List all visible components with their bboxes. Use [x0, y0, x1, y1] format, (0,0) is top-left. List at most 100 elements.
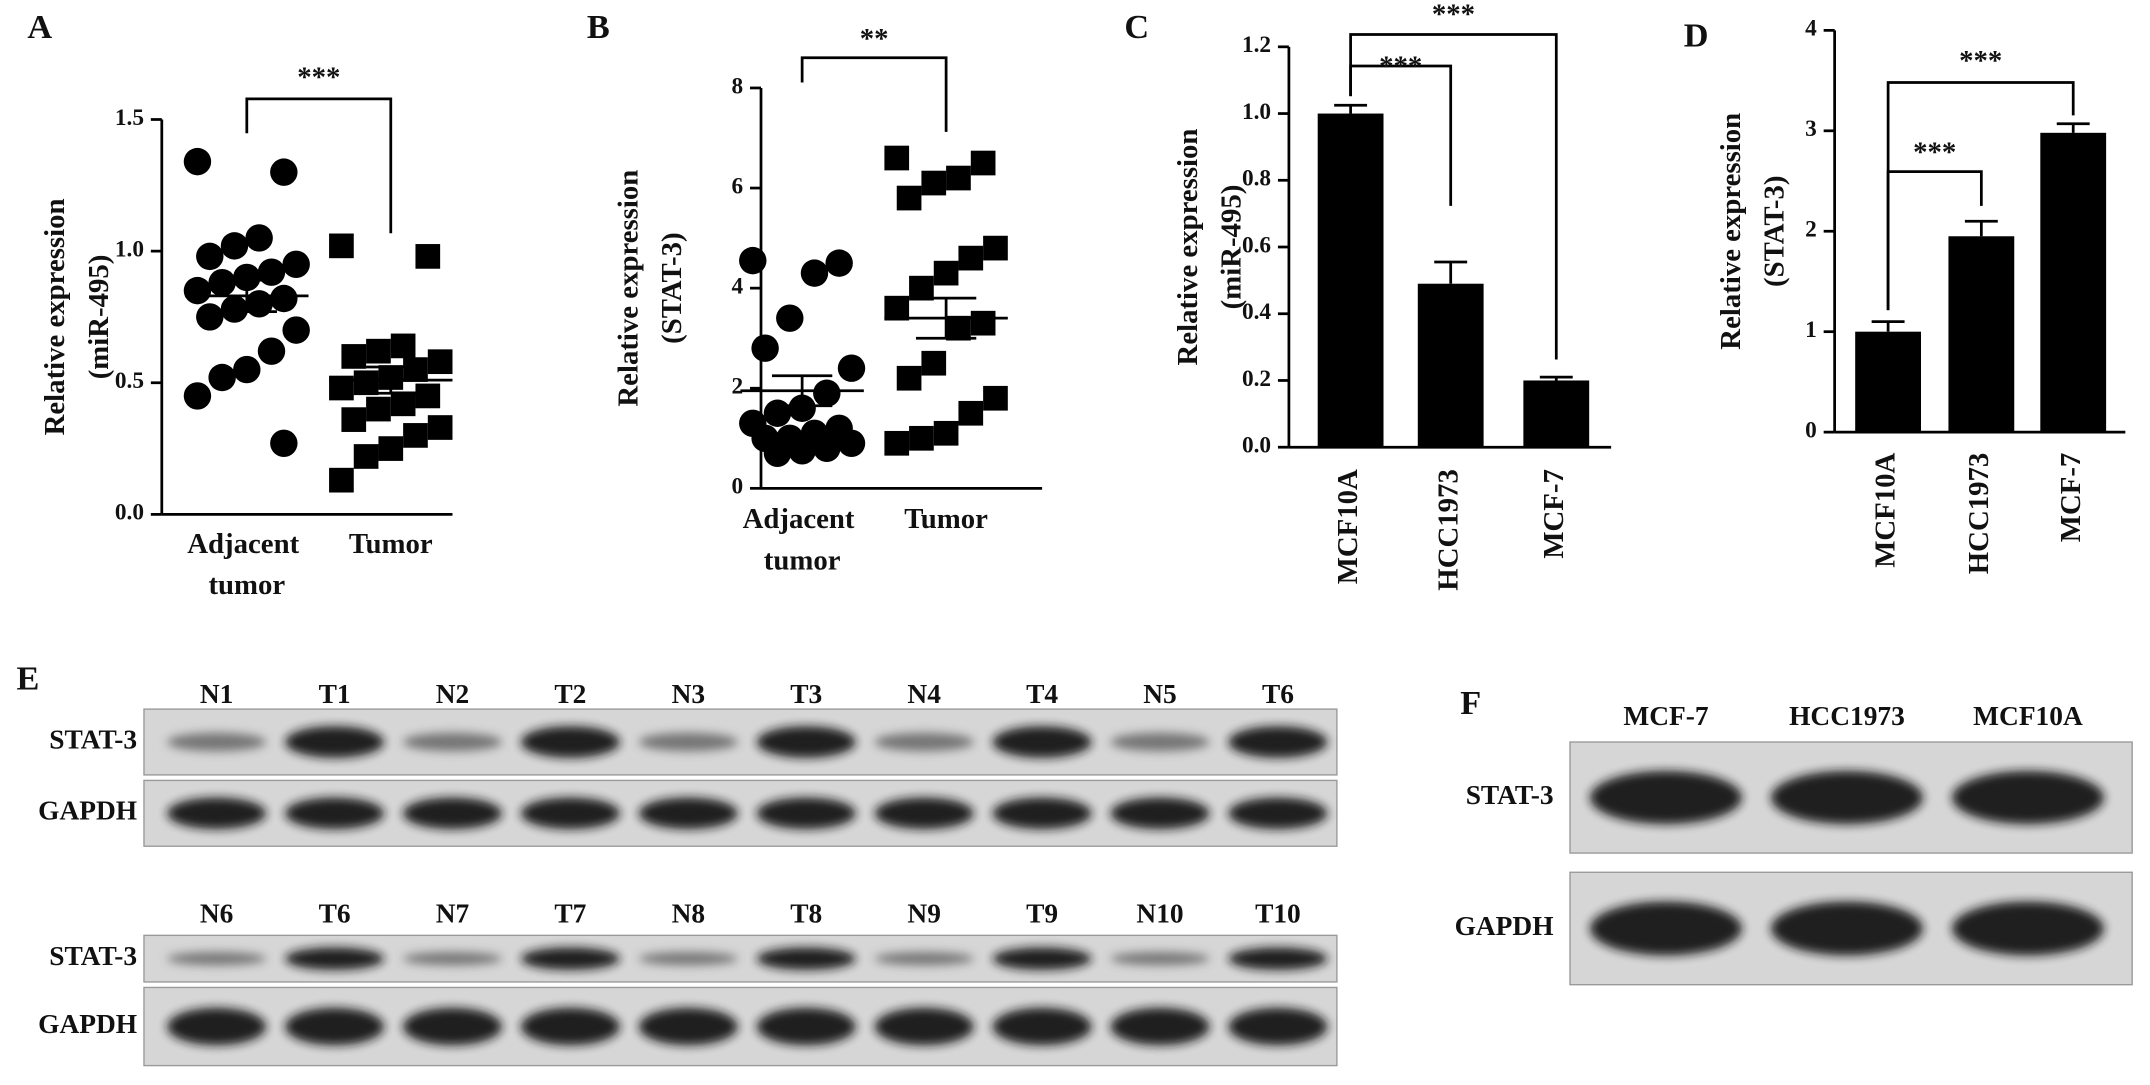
y-axis-label: Relative expression — [1172, 129, 1204, 366]
significance-label: ** — [860, 23, 889, 55]
blot-band — [874, 797, 974, 830]
data-point — [390, 333, 416, 359]
lane-label: N3 — [672, 679, 706, 709]
y-axis-label: (miR-495) — [1216, 185, 1248, 310]
data-point — [415, 244, 441, 269]
data-point — [220, 232, 249, 260]
row-label: GAPDH — [38, 796, 137, 826]
y-tick-label: 0.0 — [115, 500, 144, 526]
bar — [1417, 283, 1484, 448]
data-point — [353, 370, 379, 396]
x-tick-label: MCF-7 — [1538, 469, 1570, 559]
panel-letter: E — [16, 660, 39, 698]
row-label: STAT-3 — [49, 724, 137, 754]
blot-band — [167, 732, 267, 752]
data-point — [763, 439, 792, 468]
data-point — [233, 355, 261, 384]
lane-label: T6 — [319, 898, 351, 928]
data-point — [946, 315, 971, 341]
significance-label: *** — [1913, 137, 1956, 169]
y-axis-label: Relative expression — [1715, 113, 1747, 350]
data-point — [813, 434, 841, 463]
y-axis-label: Relative expression — [39, 198, 71, 435]
data-point — [946, 165, 971, 191]
data-point — [800, 259, 829, 287]
row-label: GAPDH — [1455, 911, 1554, 941]
significance-label: *** — [1432, 0, 1475, 30]
lane-label: T6 — [1262, 679, 1294, 709]
y-tick-label: 2 — [1805, 217, 1817, 243]
y-tick-label: 0.8 — [1242, 166, 1271, 192]
x-tick-label: Tumor — [349, 528, 433, 560]
x-tick-label: MCF10A — [1870, 452, 1902, 567]
y-tick-label: 2 — [732, 374, 744, 400]
significance-bracket — [1886, 81, 2075, 311]
lane-label: N10 — [1136, 898, 1183, 928]
row-label: STAT-3 — [49, 941, 137, 971]
significance-bracket — [245, 97, 393, 234]
significance-bracket — [800, 56, 948, 132]
x-tick-label: MCF-7 — [2055, 453, 2087, 543]
blot-band — [756, 726, 856, 758]
error-bar — [1334, 103, 1368, 114]
lane-label: N6 — [200, 898, 234, 928]
y-axis-label: (miR-495) — [83, 255, 115, 380]
data-point — [196, 303, 224, 331]
lane-label: T8 — [790, 898, 822, 928]
blot-band — [520, 1007, 620, 1046]
y-tick-label: 0.2 — [1242, 366, 1271, 392]
y-tick-label: 8 — [732, 73, 744, 99]
data-point — [427, 349, 453, 375]
blot-band — [167, 952, 267, 966]
row-label: STAT-3 — [1466, 780, 1554, 810]
blot-band — [992, 947, 1092, 970]
data-point — [788, 394, 816, 422]
blot-band — [167, 1007, 267, 1046]
data-point — [183, 382, 212, 410]
significance-label: *** — [297, 61, 340, 93]
significance-bracket — [1349, 33, 1558, 360]
data-point — [282, 316, 310, 344]
blot-band — [1228, 947, 1328, 970]
blot-band — [874, 952, 974, 966]
significance-label: *** — [1379, 50, 1422, 82]
panel-letter: C — [1124, 8, 1149, 46]
blot-band — [285, 726, 385, 758]
data-point — [329, 233, 354, 259]
y-tick-label: 0.6 — [1242, 232, 1271, 258]
significance-label: *** — [1959, 45, 2002, 77]
blot-band — [520, 726, 620, 758]
x-tick-label: Adjacent tumor — [743, 503, 862, 576]
data-point — [909, 275, 934, 301]
data-point — [921, 350, 947, 376]
y-tick-label: 0.4 — [1242, 299, 1271, 325]
blot-band — [402, 732, 503, 752]
panel-letter: F — [1460, 684, 1481, 722]
data-point — [983, 385, 1008, 411]
blot-band — [285, 797, 385, 830]
blot-band — [1228, 726, 1328, 758]
data-point — [933, 420, 959, 446]
sem-bar — [216, 278, 277, 314]
lane-label: N1 — [200, 679, 234, 709]
y-tick-label: 3 — [1805, 116, 1817, 142]
lane-label: HCC1973 — [1789, 701, 1905, 731]
y-tick-label: 4 — [1805, 16, 1817, 42]
blot-band — [1770, 770, 1923, 825]
data-point — [390, 391, 416, 417]
bar — [1948, 236, 2015, 433]
data-point — [208, 363, 236, 392]
y-tick-label: 6 — [732, 173, 744, 199]
y-tick-label: 0.0 — [1242, 433, 1271, 459]
data-point — [208, 269, 236, 297]
data-point — [257, 337, 286, 365]
data-point — [896, 185, 922, 211]
lane-label: N7 — [436, 898, 470, 928]
lane-label: T3 — [790, 679, 822, 709]
blot-band — [167, 797, 267, 830]
data-point — [909, 425, 934, 451]
data-point — [983, 235, 1008, 261]
bar — [1523, 380, 1590, 448]
data-point — [933, 260, 959, 286]
